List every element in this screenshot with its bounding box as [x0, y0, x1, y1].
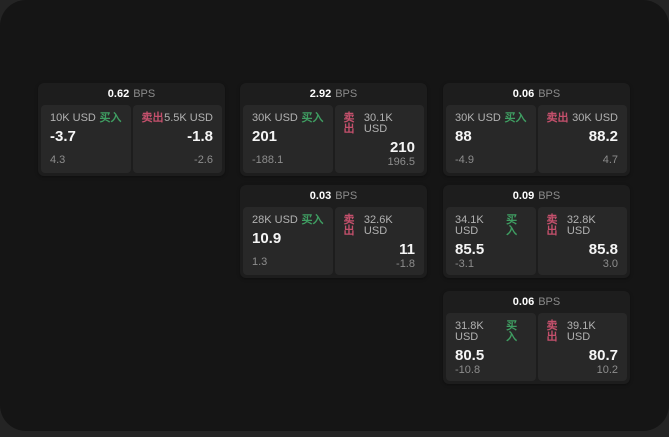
- buy-sub-value: -3.1: [455, 257, 474, 270]
- sell-sub-value: 196.5: [387, 155, 415, 168]
- bps-suffix: BPS: [538, 189, 561, 202]
- quote-card: 0.62 BPS 10K USD 买入 -3.7 4.3 卖出 5.5K USD…: [38, 83, 225, 176]
- bps-header: 2.92 BPS: [240, 83, 427, 105]
- bps-suffix: BPS: [335, 189, 358, 202]
- bps-header: 0.09 BPS: [443, 185, 630, 207]
- bps-value: 2.92: [309, 87, 332, 100]
- bps-value: 0.03: [309, 189, 332, 202]
- buy-side-label: 买入: [99, 112, 122, 124]
- sell-panel[interactable]: 卖出 32.8K USD 85.8 3.0: [537, 207, 627, 275]
- buy-side-label: 买入: [506, 214, 518, 237]
- sell-sub-value: -1.8: [396, 257, 415, 270]
- bps-suffix: BPS: [538, 295, 561, 308]
- sell-sub-value: -2.6: [194, 154, 213, 166]
- quote-card: 0.03 BPS 28K USD 买入 10.9 1.3 卖出 32.6K US…: [240, 185, 427, 278]
- sell-side-label: 卖出: [343, 112, 355, 135]
- buy-sub-value: 1.3: [252, 256, 268, 268]
- buy-amount: 28K USD: [252, 214, 298, 226]
- sell-panel[interactable]: 卖出 30.1K USD 210 196.5: [334, 105, 424, 173]
- buy-amount: 30K USD: [252, 112, 298, 124]
- quote-card: 2.92 BPS 30K USD 买入 201 -188.1 卖出 30.1K …: [240, 83, 427, 176]
- sell-panel[interactable]: 卖出 32.6K USD 11 -1.8: [334, 207, 424, 275]
- buy-side-label: 买入: [504, 112, 527, 124]
- buy-price: 201: [252, 128, 278, 145]
- buy-price: 88: [455, 128, 472, 145]
- buy-price: 80.5: [455, 347, 485, 364]
- buy-side-label: 买入: [301, 214, 324, 226]
- buy-panel[interactable]: 10K USD 买入 -3.7 4.3: [41, 105, 131, 173]
- sell-sub-value: 3.0: [602, 257, 618, 270]
- buy-sub-value: -10.8: [455, 363, 481, 376]
- quote-card: 0.06 BPS 31.8K USD 买入 80.5 -10.8 卖出 39.1…: [443, 291, 630, 384]
- buy-amount: 30K USD: [455, 112, 501, 124]
- buy-panel[interactable]: 30K USD 买入 88 -4.9: [446, 105, 536, 173]
- sell-price: 210: [389, 139, 415, 156]
- buy-sub-value: 4.3: [50, 154, 66, 166]
- buy-panel[interactable]: 30K USD 买入 201 -188.1: [243, 105, 333, 173]
- sell-amount: 30.1K USD: [363, 112, 393, 135]
- buy-sub-value: -188.1: [252, 154, 284, 166]
- sell-amount: 32.8K USD: [566, 214, 596, 237]
- sell-price: 80.7: [588, 347, 618, 364]
- buy-price: 85.5: [455, 241, 485, 258]
- buy-panel[interactable]: 28K USD 买入 10.9 1.3: [243, 207, 333, 275]
- buy-price: -3.7: [50, 128, 76, 145]
- sell-amount: 39.1K USD: [566, 320, 596, 343]
- quote-card: 0.09 BPS 34.1K USD 买入 85.5 -3.1 卖出 32.8K…: [443, 185, 630, 278]
- sell-price: 85.8: [588, 241, 618, 258]
- bps-header: 0.06 BPS: [443, 83, 630, 105]
- buy-panel[interactable]: 31.8K USD 买入 80.5 -10.8: [446, 313, 536, 381]
- buy-price: 10.9: [252, 230, 282, 247]
- buy-panel[interactable]: 34.1K USD 买入 85.5 -3.1: [446, 207, 536, 275]
- buy-side-label: 买入: [301, 112, 324, 124]
- bps-value: 0.06: [512, 87, 535, 100]
- sell-price: 88.2: [588, 128, 618, 145]
- sell-side-label: 卖出: [546, 112, 569, 124]
- bps-header: 0.03 BPS: [240, 185, 427, 207]
- sell-amount: 32.6K USD: [363, 214, 393, 237]
- sell-side-label: 卖出: [546, 320, 558, 343]
- sell-price: -1.8: [187, 128, 213, 145]
- sell-price: 11: [399, 241, 415, 258]
- sell-side-label: 卖出: [343, 214, 355, 237]
- bps-header: 0.06 BPS: [443, 291, 630, 313]
- buy-amount: 10K USD: [50, 112, 96, 124]
- sell-panel[interactable]: 卖出 5.5K USD -1.8 -2.6: [132, 105, 222, 173]
- sell-side-label: 卖出: [546, 214, 558, 237]
- sell-amount: 5.5K USD: [164, 112, 213, 124]
- buy-amount: 34.1K USD: [455, 214, 484, 237]
- buy-side-label: 买入: [506, 320, 518, 343]
- sell-side-label: 卖出: [141, 112, 164, 124]
- bps-suffix: BPS: [335, 87, 358, 100]
- sell-amount: 30K USD: [572, 112, 618, 124]
- bps-header: 0.62 BPS: [38, 83, 225, 105]
- bps-value: 0.06: [512, 295, 535, 308]
- quote-card: 0.06 BPS 30K USD 买入 88 -4.9 卖出 30K USD 8…: [443, 83, 630, 176]
- bps-suffix: BPS: [133, 87, 156, 100]
- sell-sub-value: 4.7: [602, 154, 618, 166]
- bps-value: 0.62: [107, 87, 130, 100]
- sell-panel[interactable]: 卖出 39.1K USD 80.7 10.2: [537, 313, 627, 381]
- sell-sub-value: 10.2: [596, 363, 618, 376]
- sell-panel[interactable]: 卖出 30K USD 88.2 4.7: [537, 105, 627, 173]
- bps-value: 0.09: [512, 189, 535, 202]
- buy-amount: 31.8K USD: [455, 320, 484, 343]
- buy-sub-value: -4.9: [455, 154, 474, 166]
- bps-suffix: BPS: [538, 87, 561, 100]
